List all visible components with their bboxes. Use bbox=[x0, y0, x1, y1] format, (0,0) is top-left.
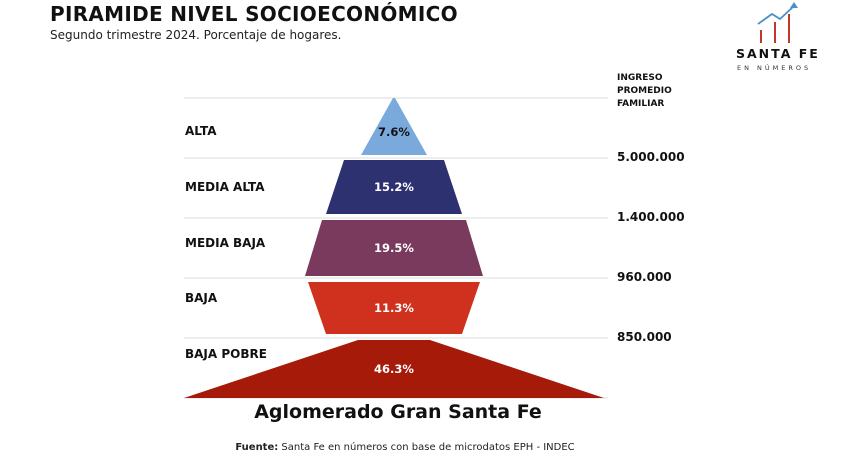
value-label-baja-pobre: 46.3% bbox=[374, 362, 414, 376]
pyramid-tier-media-baja bbox=[305, 220, 483, 276]
pyramid-tier-baja bbox=[308, 282, 480, 334]
logo-tagline: EN NÚMEROS bbox=[737, 64, 812, 72]
income-threshold-1: 5.000.000 bbox=[617, 150, 685, 164]
income-threshold-4: 850.000 bbox=[617, 330, 672, 344]
chart-subtitle: Segundo trimestre 2024. Porcentaje de ho… bbox=[50, 28, 342, 42]
pyramid-tier-baja-pobre bbox=[184, 340, 604, 398]
logo-rising-bars-arrow-icon bbox=[757, 2, 798, 43]
logo-bar-1 bbox=[760, 30, 762, 43]
logo-bar-2 bbox=[774, 22, 776, 43]
level-label-alta: ALTA bbox=[185, 124, 217, 138]
pyramid-tier-media-alta bbox=[326, 160, 462, 214]
level-label-baja: BAJA bbox=[185, 291, 218, 305]
x-axis-label: Aglomerado Gran Santa Fe bbox=[254, 401, 542, 423]
income-threshold-2: 1.400.000 bbox=[617, 210, 685, 224]
income-axis-header: INGRESO PROMEDIO FAMILIAR bbox=[617, 72, 672, 111]
value-label-baja: 11.3% bbox=[374, 301, 414, 315]
level-label-media-alta: MEDIA ALTA bbox=[185, 180, 265, 194]
source-label: Fuente: bbox=[235, 442, 279, 453]
source-note: Fuente: Santa Fe en números con base de … bbox=[0, 442, 810, 453]
income-header-line-3: FAMILIAR bbox=[617, 99, 665, 109]
value-label-media-baja: 19.5% bbox=[374, 241, 414, 255]
logo-arrow-head bbox=[790, 2, 798, 8]
level-label-baja-pobre: BAJA POBRE bbox=[185, 347, 267, 361]
logo-bar-3 bbox=[788, 14, 790, 43]
pyramid-tier-alta bbox=[361, 98, 427, 155]
income-header-line-2: PROMEDIO bbox=[617, 86, 672, 96]
level-label-media-baja: MEDIA BAJA bbox=[185, 236, 266, 250]
value-label-alta: 7.6% bbox=[378, 125, 410, 139]
chart-title: PIRAMIDE NIVEL SOCIOECONÓMICO bbox=[50, 2, 458, 26]
source-text: Santa Fe en números con base de microdat… bbox=[278, 442, 575, 453]
logo-name: SANTA FE bbox=[736, 46, 820, 61]
income-threshold-3: 960.000 bbox=[617, 270, 672, 284]
value-label-media-alta: 15.2% bbox=[374, 180, 414, 194]
logo-arrow-line bbox=[757, 5, 795, 25]
income-header-line-1: INGRESO bbox=[617, 73, 663, 83]
